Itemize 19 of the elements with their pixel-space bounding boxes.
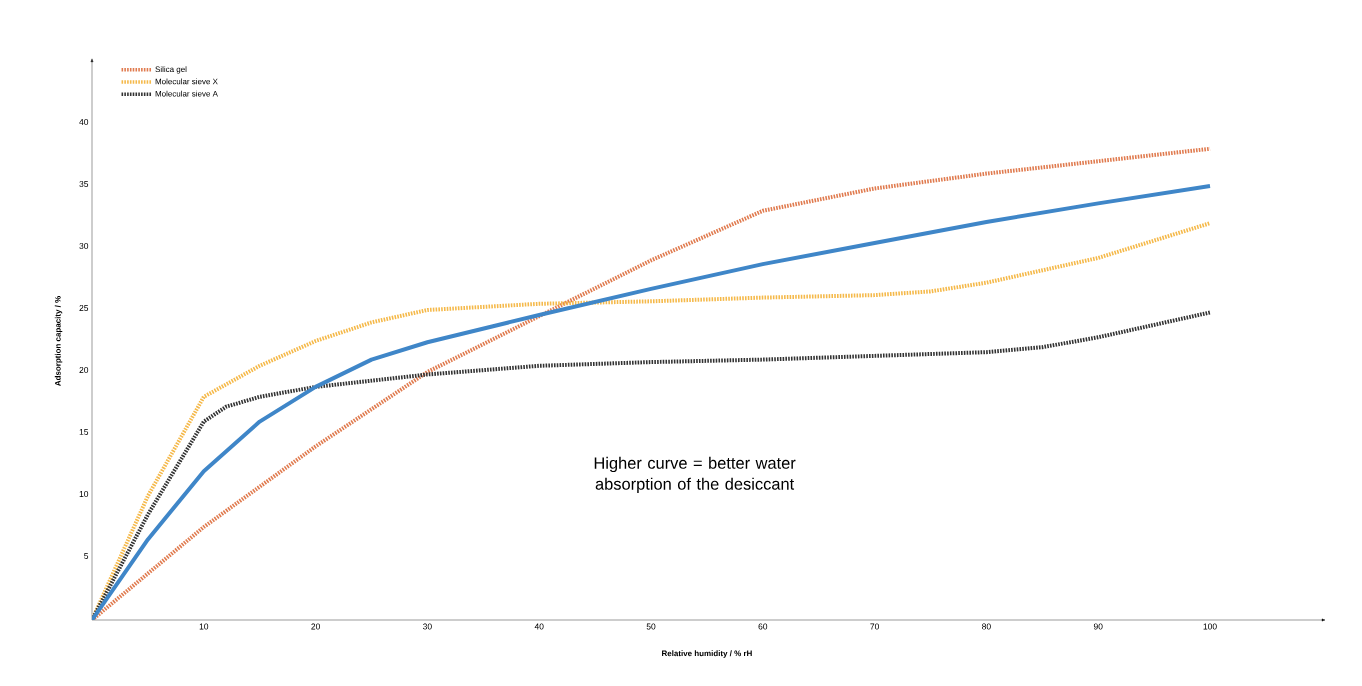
y-tick-label: 20 <box>79 367 89 373</box>
x-tick-label: 80 <box>982 623 991 630</box>
x-tick-label: 70 <box>870 623 879 630</box>
y-tick-label: 40 <box>79 119 89 125</box>
annotation: Higher curve = better water absorption of the desiccant <box>594 456 796 494</box>
y-tick-label: 15 <box>79 429 89 435</box>
x-tick-label: 30 <box>423 623 432 630</box>
y-tick-label: 5 <box>84 553 89 559</box>
y-tick-label: 30 <box>79 243 89 249</box>
x-tick-label: 90 <box>1093 623 1103 630</box>
y-tick-label: 35 <box>79 181 89 187</box>
x-tick-label: 60 <box>758 623 768 630</box>
x-tick-label: 20 <box>311 623 320 630</box>
x-tick-label: 40 <box>534 623 544 630</box>
x-tick-label: 10 <box>199 623 209 630</box>
y-tick-label: 10 <box>79 491 89 497</box>
y-tick-label: 25 <box>79 305 89 311</box>
x-tick-label: 100 <box>1203 623 1217 630</box>
x-tick-label: 50 <box>646 623 656 630</box>
